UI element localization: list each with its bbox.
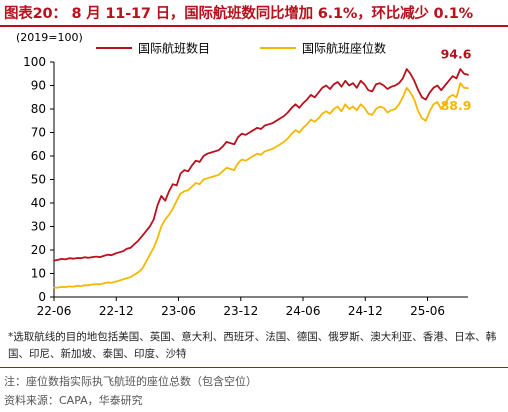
x-tick-label: 23-12: [223, 304, 258, 318]
legend: 国际航班数目 国际航班座位数: [96, 41, 386, 56]
y-tick-label: 100: [23, 55, 46, 69]
legend-label-flights: 国际航班数目: [138, 41, 210, 56]
y-tick-label: 10: [31, 267, 46, 281]
footer-source: 资料来源：CAPA，华泰研究: [4, 394, 143, 407]
y-tick-label: 90: [31, 79, 46, 93]
chart-footnote: *选取航线的目的地包括美国、英国、意大利、西班牙、法国、德国、俄罗斯、澳大利亚、…: [8, 331, 497, 360]
axes: 0 10 20 30 40 50 60 70 80 90 100 22-06 22-12 23-06 23-…: [23, 55, 468, 318]
y-tick-label: 60: [31, 149, 46, 163]
footer-note: 注：座位数指实际执飞航班的座位总数（包含空位）: [4, 375, 257, 388]
series-group: [53, 68, 469, 289]
series-line-flights: [53, 68, 469, 262]
y-tick-label: 0: [38, 290, 46, 304]
y-tick-label: 40: [31, 196, 46, 210]
end-label-seats: 88.9: [441, 98, 472, 113]
chart-title: 图表20： 8 月 11-17 日，国际航班数同比增加 6.1%，环比减少 0.…: [4, 6, 473, 22]
end-label-flights: 94.6: [441, 47, 472, 62]
y-tick-label: 20: [31, 243, 46, 257]
x-tick-label: 25-06: [410, 304, 445, 318]
x-tick-label: 22-06: [37, 304, 72, 318]
legend-label-seats: 国际航班座位数: [302, 41, 386, 56]
x-tick-label: 23-06: [161, 304, 196, 318]
y-tick-label: 70: [31, 126, 46, 140]
footer-divider: [0, 367, 508, 368]
x-tick-label: 24-06: [286, 304, 321, 318]
x-tick-label: 24-12: [348, 304, 383, 318]
line-chart: (2019=100) 国际航班数目 国际航班座位数 0 10 20 30 40 50 60 7…: [16, 31, 472, 318]
y-tick-label: 50: [31, 173, 46, 187]
y-unit-label: (2019=100): [16, 31, 83, 44]
series-line-seats: [53, 82, 469, 289]
y-tick-label: 30: [31, 220, 46, 234]
y-tick-label: 80: [31, 102, 46, 116]
x-tick-label: 22-12: [99, 304, 134, 318]
title-divider: [0, 25, 508, 27]
